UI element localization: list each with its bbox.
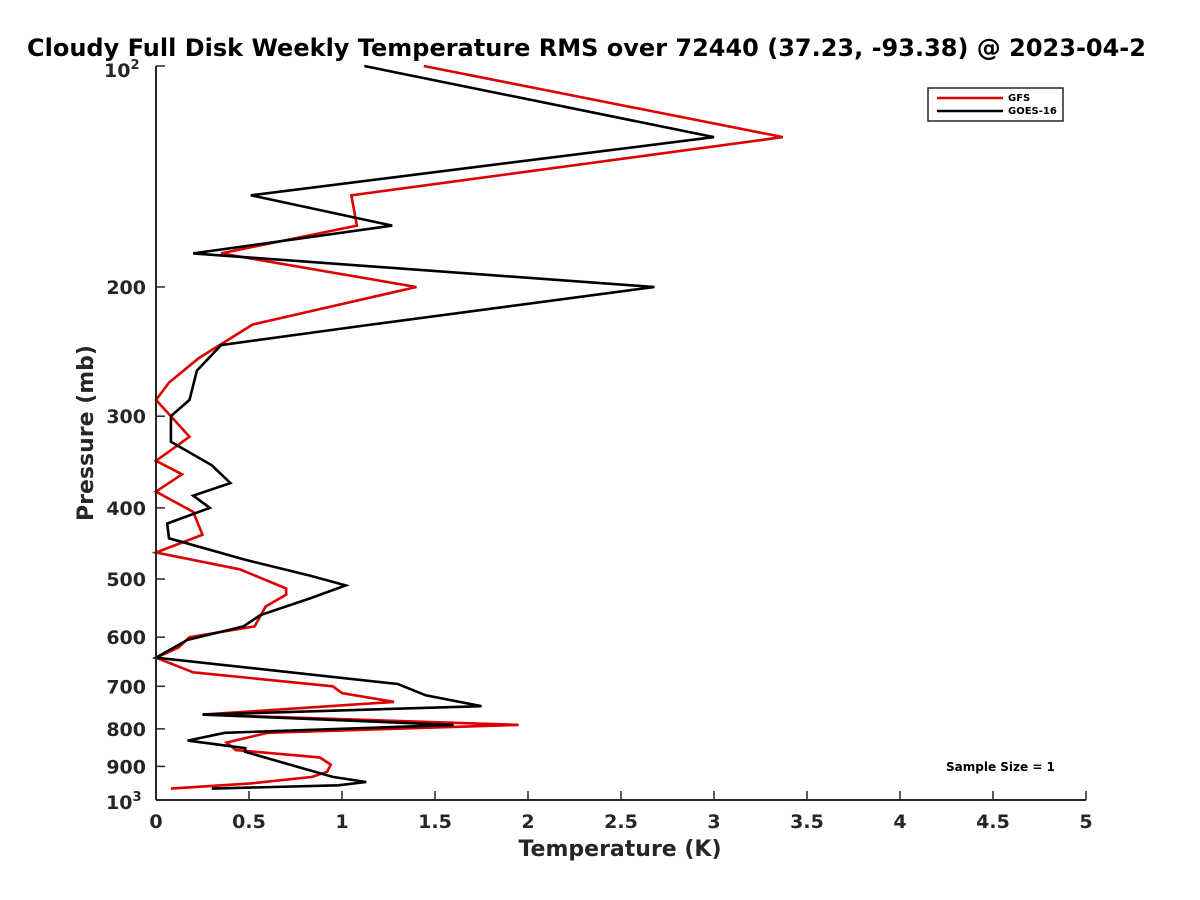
legend-label-goes16: GOES-16 (1008, 106, 1057, 117)
y-tick-label: 200 (106, 277, 146, 299)
y-tick-label: 900 (106, 756, 146, 778)
x-tick-label: 0.5 (232, 811, 266, 833)
legend: GFS GOES-16 (927, 87, 1064, 122)
x-tick-label: 1 (335, 811, 348, 833)
x-tick-label: 4.5 (976, 811, 1010, 833)
y-tick-label: 700 (106, 676, 146, 698)
x-tick-label: 3.5 (790, 811, 824, 833)
x-tick-label: 2.5 (604, 811, 638, 833)
y-axis-label: Pressure (mb) (74, 345, 99, 521)
x-tick-label: 4 (893, 811, 906, 833)
plot-lines (151, 64, 784, 790)
x-tick-label: 5 (1079, 811, 1092, 833)
x-axis-ticks: 0 0.5 1 1.5 2 2.5 3 3.5 4 4.5 5 (149, 791, 1093, 833)
y-tick-label: 500 (106, 569, 146, 591)
plot-axes (155, 66, 1086, 801)
legend-label-gfs: GFS (1008, 93, 1030, 104)
y-exp-top-exp: 2 (130, 58, 139, 73)
y-exp-top-base: 10 (104, 60, 130, 82)
y-exp-bottom-base: 10 (106, 792, 132, 814)
sample-size-annotation: Sample Size = 1 (946, 760, 1055, 774)
y-exp-label-top: 102 (104, 58, 140, 82)
legend-box (927, 87, 1064, 122)
y-tick-label: 400 (106, 498, 146, 520)
x-tick-label: 1.5 (418, 811, 452, 833)
y-tick-label: 300 (106, 406, 146, 428)
svg-text:103: 103 (106, 790, 142, 814)
y-exp-label-bottom: 103 (106, 790, 142, 814)
y-axis-ticks: 200 300 400 500 600 700 800 900 (106, 65, 165, 801)
chart-title: Cloudy Full Disk Weekly Temperature RMS … (27, 34, 1146, 62)
series-line-gfs (151, 64, 784, 790)
x-tick-label: 2 (521, 811, 534, 833)
y-tick-label: 800 (106, 719, 146, 741)
svg-text:102: 102 (104, 58, 140, 82)
x-tick-label: 0 (149, 811, 162, 833)
y-exp-bottom-exp: 3 (132, 790, 141, 805)
y-tick-label: 600 (106, 627, 146, 649)
x-tick-label: 3 (707, 811, 720, 833)
x-axis-label: Temperature (K) (518, 837, 721, 862)
series-line-goes16 (151, 64, 715, 790)
